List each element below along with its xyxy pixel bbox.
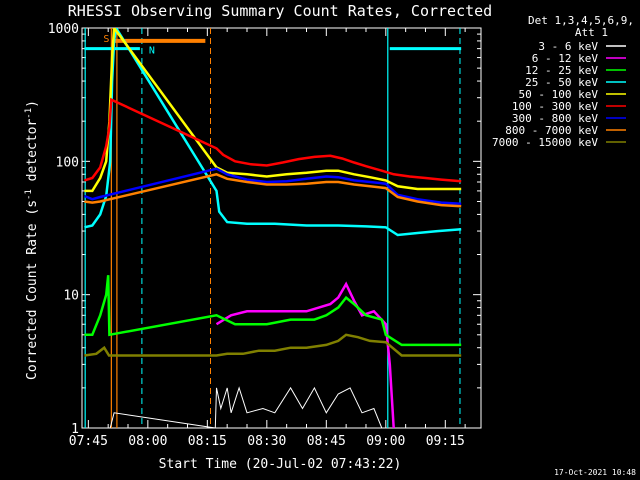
y-tick-label: 100 xyxy=(56,155,79,170)
legend-header-line-2: Att 1 xyxy=(575,26,608,39)
series-line-2 xyxy=(215,281,395,428)
legend-label-6: 100 - 300 keV xyxy=(512,100,598,113)
legend-header-line-1: Det 1,3,4,5,6,9, xyxy=(528,14,634,27)
series-line-1 xyxy=(109,386,383,428)
y-tick-label: 1000 xyxy=(48,22,79,37)
x-tick-label: 08:45 xyxy=(307,434,346,449)
legend-label-3: 12 - 25 keV xyxy=(525,64,598,77)
saa-flag-label: S xyxy=(103,34,109,45)
legend-label-4: 25 - 50 keV xyxy=(525,76,598,89)
legend-label-5: 50 - 100 keV xyxy=(519,88,599,101)
x-tick-label: 08:15 xyxy=(188,434,227,449)
x-tick-label: 09:00 xyxy=(366,434,405,449)
y-tick-label: 10 xyxy=(63,289,79,304)
plot-frame xyxy=(81,27,482,429)
series-line-4 xyxy=(84,28,462,237)
x-tick-label: 08:00 xyxy=(128,434,167,449)
series-line-5 xyxy=(84,28,462,193)
legend-label-9: 7000 - 15000 keV xyxy=(492,136,598,149)
legend-label-2: 6 - 12 keV xyxy=(532,52,599,65)
y-axis-label-exponent-1: -1 xyxy=(24,189,34,200)
x-tick-label: 07:45 xyxy=(69,434,108,449)
footer-date: 17-Oct-2021 10:48 xyxy=(554,468,636,477)
x-tick-label: 08:30 xyxy=(247,434,286,449)
y-tick-label: 1 xyxy=(71,422,79,437)
legend-label-7: 300 - 800 keV xyxy=(512,112,598,125)
y-axis-label: Corrected Count Rate (s-1 detector-1) xyxy=(24,100,40,380)
series-line-8 xyxy=(84,172,462,208)
series-line-3 xyxy=(84,275,462,347)
x-axis-label: Start Time (20-Jul-02 07:43:22) xyxy=(159,457,402,472)
y-axis-label-part-3: ) xyxy=(25,100,40,108)
y-axis-label-part-2: detector xyxy=(25,119,40,190)
chart-title: RHESSI Observing Summary Count Rates, Co… xyxy=(68,2,492,20)
x-tick-label: 09:15 xyxy=(426,434,465,449)
legend-label-8: 800 - 7000 keV xyxy=(505,124,598,137)
y-axis-label-part-1: Corrected Count Rate (s xyxy=(25,200,40,380)
series-line-6 xyxy=(84,97,462,183)
y-axis-label-exponent-2: -1 xyxy=(24,108,34,119)
series-line-7 xyxy=(83,167,462,206)
legend-label-1: 3 - 6 keV xyxy=(538,40,598,53)
series-line-9 xyxy=(84,333,462,357)
night-flag-label: N xyxy=(149,46,155,57)
